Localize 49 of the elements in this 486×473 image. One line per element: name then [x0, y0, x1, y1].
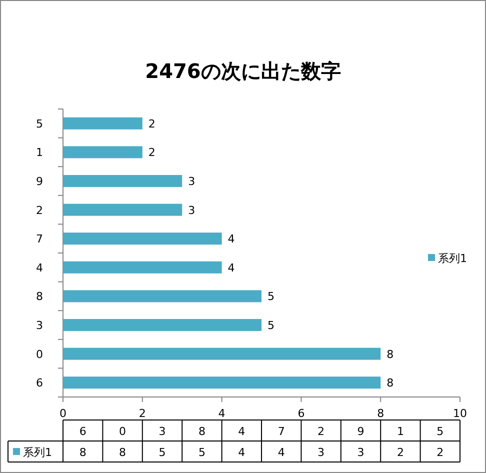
category-label: 0: [119, 425, 126, 438]
category-label: 2: [318, 425, 325, 438]
category-label: 8: [198, 425, 206, 438]
category-label: 2: [436, 446, 444, 459]
x-tick-label: 10: [453, 407, 467, 420]
y-tick-label: 6: [36, 376, 43, 390]
x-tick-label: 0: [60, 407, 66, 420]
data-label: 5: [268, 319, 274, 332]
x-tick-label: 6: [298, 407, 305, 420]
category-label: 8: [79, 446, 86, 459]
y-tick-label: 2: [36, 204, 43, 217]
data-label: 8: [386, 376, 394, 390]
legend-label: 系列1: [438, 252, 467, 265]
y-tick-label: 8: [36, 290, 43, 304]
x-tick-label: 8: [377, 407, 384, 420]
y-tick-label: 0: [36, 348, 43, 361]
data-label: 3: [188, 204, 196, 217]
category-label: 5: [158, 446, 166, 459]
x-tick-label: 2: [138, 407, 146, 420]
y-tick-label: 4: [36, 261, 43, 274]
y-tick-label: 3: [36, 319, 43, 332]
data-label: 4: [228, 232, 235, 246]
category-label: 2: [396, 446, 404, 459]
category-label: 7: [278, 425, 285, 438]
category-label: 1: [396, 425, 404, 438]
y-tick-label: 1: [36, 146, 43, 160]
x-tick-label: 4: [218, 407, 226, 420]
y-tick-label: 5: [36, 117, 43, 130]
category-label: 3: [158, 425, 166, 438]
data-label: 4: [228, 261, 235, 274]
text: 系列1: [23, 446, 52, 459]
data-label: 5: [268, 290, 274, 304]
category-label: 4: [238, 446, 246, 459]
category-label: 4: [238, 425, 246, 438]
category-label: 8: [119, 446, 126, 459]
category-label: 5: [436, 425, 444, 438]
category-label: 3: [318, 446, 325, 459]
chart-title: 2476の次に出た数字: [145, 59, 341, 83]
category-label: 3: [357, 446, 364, 459]
data-label: 2: [148, 146, 156, 160]
category-label: 9: [357, 425, 364, 438]
category-label: 5: [198, 446, 206, 459]
y-tick-label: 7: [36, 232, 43, 246]
data-label: 3: [188, 175, 196, 188]
category-label: 4: [278, 446, 285, 459]
category-label: 6: [79, 425, 86, 438]
y-tick-label: 9: [36, 175, 43, 188]
data-label: 8: [386, 348, 394, 361]
data-label: 2: [148, 117, 156, 130]
